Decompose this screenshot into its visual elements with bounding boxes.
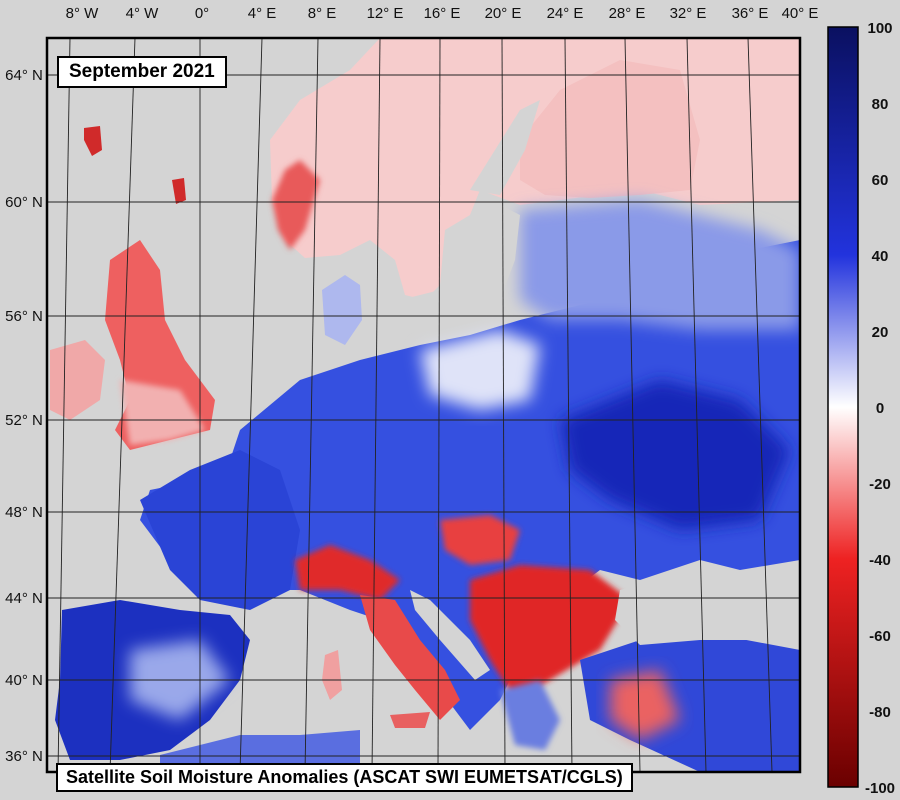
colorbar-tick: -80 (869, 704, 891, 721)
lon-label: 4° E (248, 5, 277, 22)
greece-land (500, 680, 560, 750)
colorbar-tick: 100 (867, 20, 892, 37)
lat-label: 44° N (5, 590, 43, 607)
colorbar-tick: 80 (872, 96, 889, 113)
ukraine-very-wet (560, 380, 790, 530)
baltic-sea (400, 205, 520, 330)
colorbar-tick: -40 (869, 552, 891, 569)
colorbar-tick: 40 (872, 248, 889, 265)
lon-label: 4° W (126, 5, 160, 22)
lon-label: 40° E (782, 5, 819, 22)
lon-label: 16° E (424, 5, 461, 22)
colorbar-tick: -100 (865, 780, 895, 797)
colorbar (827, 26, 859, 788)
anatolia-land (580, 635, 800, 772)
lon-label: 36° E (732, 5, 769, 22)
britain-light (120, 380, 205, 445)
black-sea (615, 575, 800, 645)
longitude-labels: 8° W 4° W 0° 4° E 8° E 12° E 16° E 20° E… (66, 5, 819, 22)
colorbar-tick: 0 (876, 400, 884, 417)
gulf-of-bothnia (470, 100, 540, 195)
balkans-dry (470, 565, 630, 700)
colorbar-tick: 60 (872, 172, 889, 189)
baltic-wet (520, 200, 800, 330)
lon-label: 24° E (547, 5, 584, 22)
lon-label: 8° E (308, 5, 337, 22)
shetland (172, 178, 186, 204)
colorbar-tick: -20 (869, 476, 891, 493)
anatolia-dry-patch (610, 670, 680, 740)
italy-peninsula-dry (360, 595, 460, 720)
lon-label: 20° E (485, 5, 522, 22)
lon-label: 32° E (670, 5, 707, 22)
hungary-dry (440, 515, 520, 565)
lat-label: 52° N (5, 412, 43, 429)
latitude-labels: 64° N 60° N 56° N 52° N 48° N 44° N 40° … (5, 67, 43, 765)
map-caption: Satellite Soil Moisture Anomalies (ASCAT… (56, 763, 633, 792)
poland-light (420, 330, 540, 410)
lon-label: 12° E (367, 5, 404, 22)
denmark-land (322, 275, 362, 345)
sicily (390, 712, 430, 728)
colorbar-tick: -60 (869, 628, 891, 645)
land-layer (50, 38, 800, 772)
adriatic-sea (410, 590, 490, 680)
lat-label: 36° N (5, 748, 43, 765)
norway-coast-dry (272, 160, 320, 250)
map-title: September 2021 (57, 56, 227, 88)
lon-label: 8° W (66, 5, 100, 22)
sardinia (322, 650, 342, 700)
lon-label: 0° (195, 5, 209, 22)
north-africa-land (160, 730, 360, 772)
lat-label: 48° N (5, 504, 43, 521)
colorbar-labels: 100 80 60 40 20 0 -20 -40 -60 -80 -100 (865, 20, 895, 797)
faroe-islands (84, 126, 102, 156)
finland-land (520, 60, 700, 198)
france-land (140, 450, 300, 610)
lat-label: 40° N (5, 672, 43, 689)
colorbar-tick: 20 (872, 324, 889, 341)
lat-label: 56° N (5, 308, 43, 325)
lon-label: 28° E (609, 5, 646, 22)
lat-label: 64° N (5, 67, 43, 84)
continental-europe-land (140, 240, 800, 730)
lat-label: 60° N (5, 194, 43, 211)
